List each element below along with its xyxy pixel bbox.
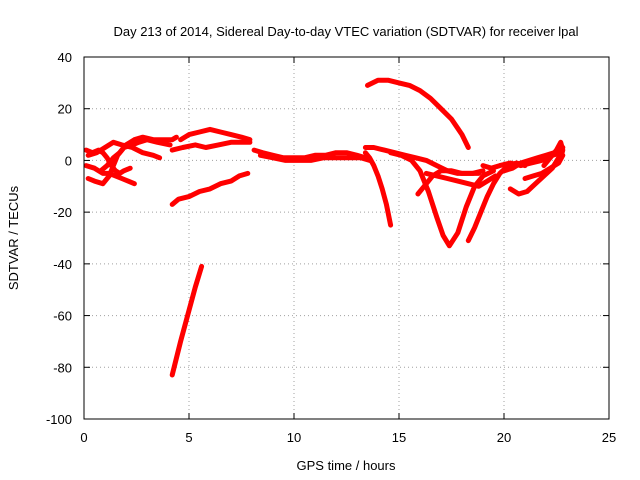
chart-title: Day 213 of 2014, Sidereal Day-to-day VTE…	[113, 24, 578, 39]
series-arc-q	[423, 170, 499, 189]
tick-labels: 0 5 10 15 20 25 -100 -80 -60 -40 -20 0 20 40	[46, 50, 616, 445]
series-arc-h	[169, 170, 251, 207]
y-tick-label: 20	[58, 102, 72, 117]
y-tick-label: -60	[53, 309, 72, 324]
series-arc-g	[169, 139, 253, 153]
x-tick-label: 20	[497, 430, 511, 445]
y-tick-label: 0	[65, 153, 72, 168]
series-arc-p	[415, 168, 486, 197]
y-tick-label: 40	[58, 50, 72, 65]
y-tick-label: -100	[46, 412, 72, 427]
grid-lines	[84, 57, 609, 419]
series-arc-k	[257, 152, 373, 163]
series-arc-l	[362, 150, 394, 228]
series-arc-e	[98, 134, 179, 174]
y-tick-label: -40	[53, 257, 72, 272]
y-tick-label: -20	[53, 205, 72, 220]
data-series	[83, 77, 566, 378]
y-tick-label: -80	[53, 360, 72, 375]
x-tick-label: 15	[392, 430, 406, 445]
series-arc-d	[83, 163, 137, 187]
series-arc-m	[365, 77, 471, 150]
plot-frame	[83, 56, 610, 420]
series-arc-c	[85, 139, 163, 161]
series-arc-u	[507, 145, 566, 197]
series-arc-i	[169, 263, 205, 378]
x-tick-label: 5	[185, 430, 192, 445]
x-tick-label: 25	[602, 430, 616, 445]
x-axis-label: GPS time / hours	[297, 458, 396, 473]
x-tick-label: 10	[287, 430, 301, 445]
x-tick-label: 0	[80, 430, 87, 445]
series-arc-j	[251, 147, 368, 161]
y-axis-label: SDTVAR / TECUs	[6, 185, 21, 290]
series-arc-w	[541, 139, 566, 169]
series-arc-v	[522, 152, 566, 181]
series-arc-f	[178, 126, 253, 143]
